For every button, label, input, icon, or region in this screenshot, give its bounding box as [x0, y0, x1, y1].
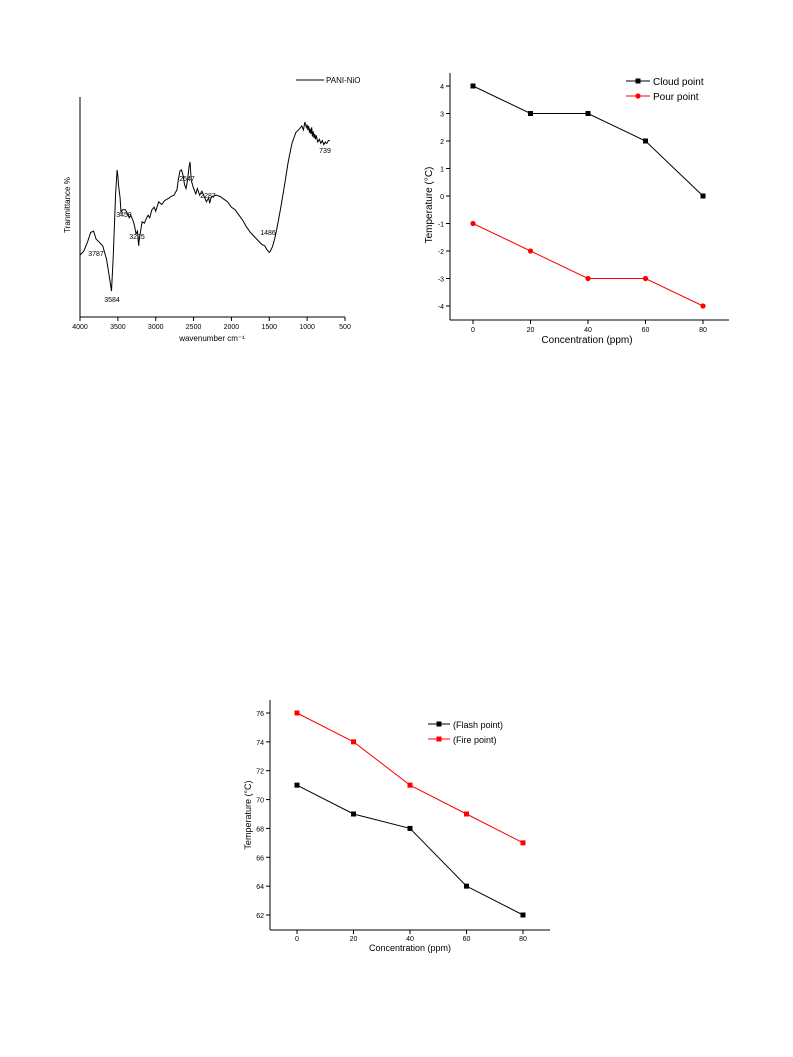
- c1-x-tick-label: 1000: [299, 324, 315, 331]
- c3-legend-label: (Flash point): [453, 720, 503, 730]
- c3-x-label: Concentration (ppm): [369, 943, 451, 953]
- c2-point-cloud-point: [528, 111, 533, 116]
- c3-point-flash-point: [407, 825, 413, 831]
- c3-y-tick-label: 70: [256, 798, 264, 805]
- c2-y-label: Temperature (°C): [424, 167, 435, 244]
- c2-line-pour-point: [472, 223, 704, 307]
- c3-y-label: Temperature (°C): [243, 780, 253, 849]
- c1-series-pani-nio: [79, 121, 330, 292]
- c3-y-tick-label: 76: [256, 711, 264, 718]
- c2-y-tick-label: -4: [438, 304, 444, 311]
- c2-x-tick-label: 20: [527, 327, 535, 334]
- c2-legend-label: Cloud point: [653, 77, 704, 88]
- c3-line-fire-point: [296, 712, 524, 844]
- c3-y-tick-label: 72: [256, 769, 264, 776]
- c2-y-tick-label: 3: [440, 112, 444, 119]
- c3-point-flash-point: [294, 782, 300, 788]
- c3-legend-marker: [436, 721, 442, 727]
- c1-peak-label: 2547: [179, 176, 195, 183]
- c3-point-flash-point: [520, 912, 526, 918]
- c2-x-tick-label: 0: [471, 327, 475, 334]
- c1-peak-label: 2287: [200, 193, 216, 200]
- c2-point-pour-point: [470, 220, 476, 227]
- c3-x-tick-label: 0: [295, 936, 299, 943]
- c2-point-pour-point: [700, 303, 706, 309]
- c2-point-cloud-point: [470, 83, 476, 89]
- c2-point-cloud-point: [585, 111, 591, 116]
- c3-point-flash-point: [351, 811, 356, 817]
- c3-y-tick-label: 62: [256, 913, 264, 920]
- c2-legend-label: Pour point: [653, 92, 699, 103]
- c1-x-tick-label: 500: [339, 324, 351, 331]
- c2-point-cloud-point: [643, 138, 648, 144]
- c2-x-tick-label: 80: [699, 327, 707, 334]
- c1-x-tick-label: 2500: [186, 324, 202, 331]
- c3-x-tick-label: 80: [519, 936, 527, 943]
- c2-x-label: Concentration (ppm): [541, 335, 632, 346]
- c3-legend-marker: [436, 736, 442, 742]
- c1-y-label: Tranmittance %: [63, 177, 72, 233]
- c3-line-flash-point: [296, 784, 524, 916]
- c1-peak-label: 3584: [104, 297, 120, 304]
- c2-y-tick-label: 0: [440, 194, 444, 201]
- c3-y-tick-label: 74: [256, 740, 264, 747]
- c3-point-fire-point: [464, 811, 469, 817]
- c3-point-fire-point: [294, 710, 300, 716]
- c3-x-tick-label: 20: [350, 936, 358, 943]
- c2-y-tick-label: 1: [440, 167, 444, 174]
- c3-point-fire-point: [520, 840, 526, 846]
- c2-legend-marker: [635, 93, 641, 99]
- c3-y-tick-label: 68: [256, 826, 264, 833]
- c1-legend-label: PANI-NiO: [326, 76, 361, 85]
- c3-x-tick-label: 40: [406, 936, 414, 943]
- c2-y-tick-label: 2: [440, 139, 444, 146]
- c1-peak-label: 1486: [260, 230, 276, 237]
- c1-x-label: wavenumber cm⁻¹: [178, 334, 245, 343]
- c2-point-pour-point: [585, 275, 591, 282]
- c2-point-pour-point: [642, 275, 649, 282]
- c2-point-cloud-point: [700, 193, 706, 199]
- c3-legend-label: (Fire point): [453, 735, 497, 745]
- c3-y-tick-label: 64: [256, 884, 264, 891]
- c2-y-tick-label: 4: [440, 84, 444, 91]
- c2-x-tick-label: 60: [642, 327, 650, 334]
- c2-x-tick-label: 40: [584, 327, 592, 334]
- c2-legend-marker: [635, 78, 641, 84]
- c1-x-tick-label: 3500: [110, 324, 126, 331]
- c1-x-tick-label: 2000: [224, 324, 240, 331]
- c2-y-tick-label: -3: [438, 277, 444, 284]
- c1-x-tick-label: 4000: [72, 324, 88, 331]
- c3-x-tick-label: 60: [463, 936, 471, 943]
- c3-y-tick-label: 66: [256, 855, 264, 862]
- c1-x-tick-label: 3000: [148, 324, 164, 331]
- c2-y-tick-label: -2: [438, 249, 444, 256]
- c1-x-tick-label: 1500: [261, 324, 277, 331]
- c3-point-fire-point: [351, 739, 356, 745]
- c1-peak-label: 3458: [116, 212, 132, 219]
- c1-peak-label: 739: [319, 148, 331, 155]
- c1-peak-label: 3787: [88, 251, 104, 258]
- c1-peak-label: 3225: [129, 234, 145, 241]
- c3-point-fire-point: [407, 782, 413, 788]
- c2-point-pour-point: [527, 248, 534, 254]
- c2-y-tick-label: -1: [438, 222, 444, 229]
- c3-point-flash-point: [464, 883, 469, 889]
